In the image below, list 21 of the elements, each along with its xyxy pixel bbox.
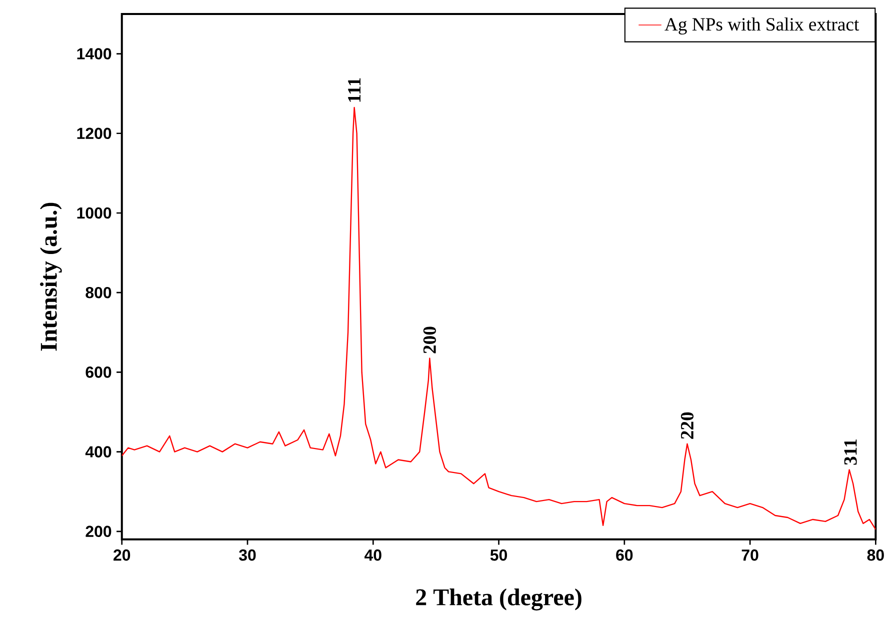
annotation: 111 [348,78,360,102]
legend-label: Ag NPs with Salix extract [664,17,860,34]
annotation: 200 [423,326,436,354]
x-tick-label: 40 [364,549,382,561]
y-tick-label: 200 [86,526,112,537]
y-tick-label: 1400 [77,48,112,60]
x-tick-label: 70 [742,549,758,561]
y-tick-label: 400 [85,446,112,458]
y-tick-label: 1000 [77,207,112,219]
x-tick-label: 20 [114,549,130,561]
x-tick-label: 80 [867,549,884,561]
annotation: 220 [680,412,694,439]
y-axis-title: Intensity (a.u.) [40,202,62,351]
x-tick-label: 60 [616,549,633,561]
x-tick-label: 50 [490,549,507,561]
x-tick-label: 30 [238,549,256,561]
y-tick-label: 600 [86,366,112,378]
y-tick-label: 800 [86,286,112,298]
y-tick-label: 1200 [77,128,112,139]
x-axis-title: 2 Theta (degree) [416,588,582,610]
annotation: 311 [844,439,857,465]
